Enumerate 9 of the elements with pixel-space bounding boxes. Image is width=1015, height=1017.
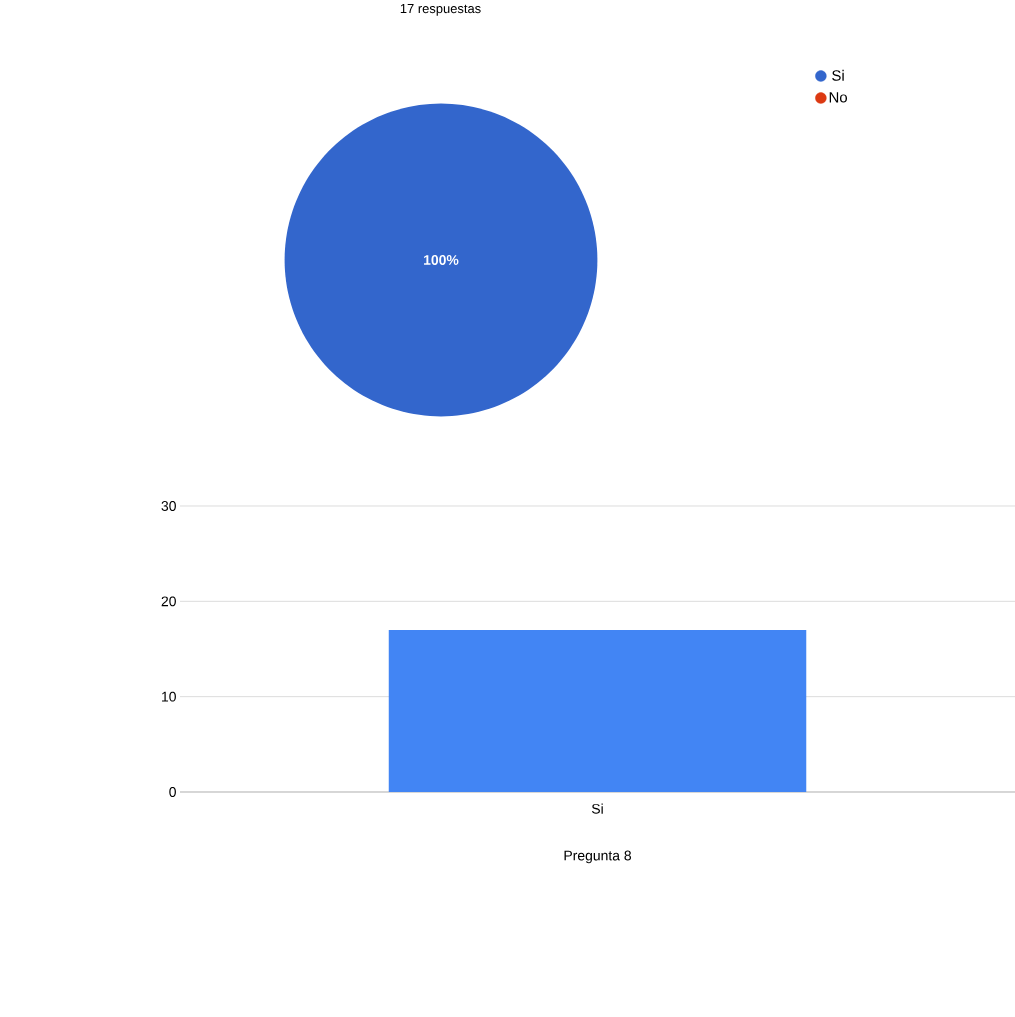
y-tick-label: 0 [169,787,176,797]
legend-label: No [829,92,848,103]
y-tick-label: 10 [162,691,176,702]
x-axis-title: Pregunta 8 [564,850,632,864]
legend-label: Si [832,69,844,81]
y-tick-label: 20 [161,596,176,607]
data-label: 100% [424,255,459,265]
y-tick-label: 30 [161,501,176,511]
chart-title: 17 respuestas [400,4,481,16]
